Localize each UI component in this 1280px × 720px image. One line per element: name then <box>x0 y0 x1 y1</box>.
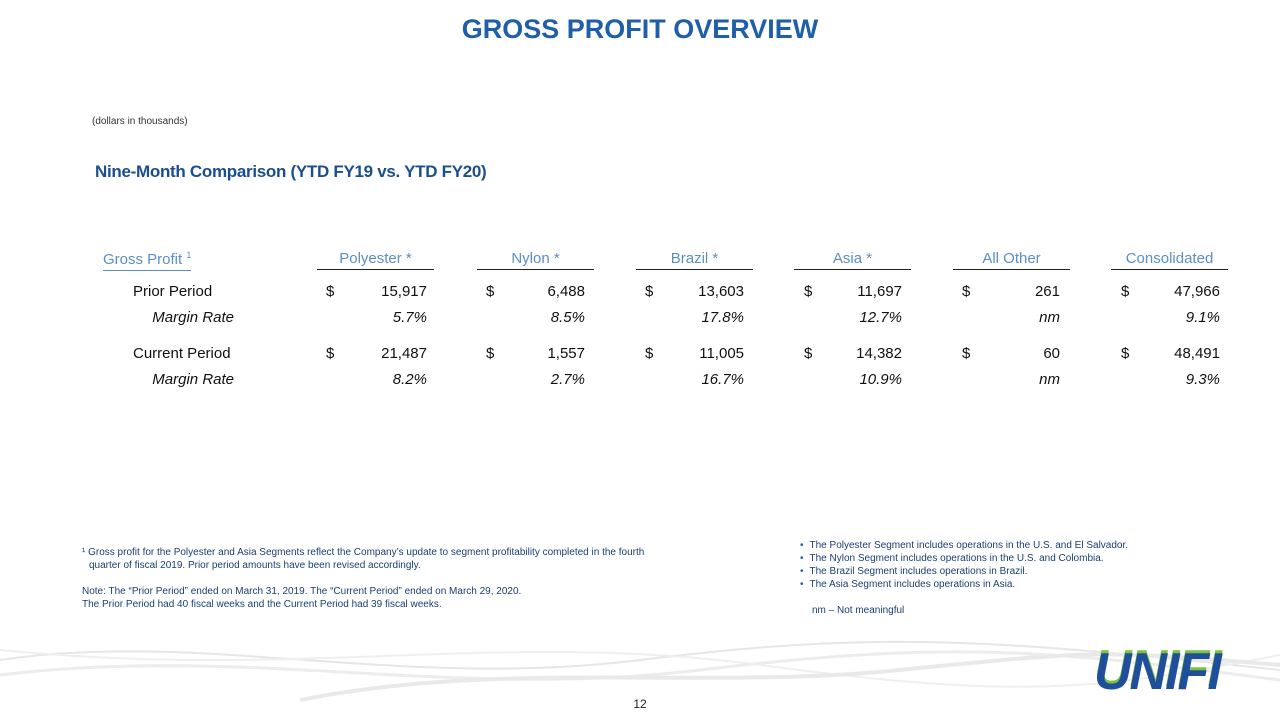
note-line: Note: The “Prior Period” ended on March … <box>82 586 522 597</box>
currency-symbol: $ <box>804 283 813 300</box>
section-heading: Nine-Month Comparison (YTD FY19 vs. YTD … <box>95 162 487 181</box>
amount: 14,382 <box>856 345 902 362</box>
row-label: Margin Rate <box>152 309 234 326</box>
currency-symbol: $ <box>804 345 813 362</box>
column-header: Polyester * <box>317 250 434 270</box>
amount: 261 <box>1034 283 1060 300</box>
segment-notes: • The Polyester Segment includes operatio… <box>800 539 1128 591</box>
amount: 11,005 <box>699 345 744 362</box>
amount: 13,603 <box>698 283 744 300</box>
margin-rate: 9.1% <box>1185 309 1220 326</box>
currency-symbol: $ <box>486 345 495 362</box>
corner-header: Gross Profit 1 <box>103 250 192 271</box>
amount: 15,917 <box>381 283 427 300</box>
segment-note: • The Asia Segment includes operations in… <box>800 579 1016 590</box>
period-note: Note: The “Prior Period” ended on March … <box>82 585 521 611</box>
logo: UNIFI <box>1094 643 1222 701</box>
column-header: Brazil * <box>636 250 753 270</box>
footnote-line: ¹ Gross profit for the Polyester and Asi… <box>82 547 645 558</box>
amount: 6,488 <box>547 283 585 300</box>
segment-text: The Nylon Segment includes operations in… <box>809 553 1104 564</box>
segment-note: • The Polyester Segment includes operatio… <box>800 540 1129 551</box>
currency-symbol: $ <box>962 283 971 300</box>
background-waves <box>0 640 1280 702</box>
margin-rate: 9.3% <box>1185 371 1220 388</box>
footnote-ref: 1 <box>186 250 192 260</box>
amount: 11,697 <box>857 283 902 300</box>
column-header: All Other <box>953 250 1070 270</box>
currency-symbol: $ <box>645 345 654 362</box>
amount: 60 <box>1043 345 1060 362</box>
segment-text: The Asia Segment includes operations in … <box>809 579 1016 590</box>
margin-rate: 8.5% <box>550 309 585 326</box>
segment-text: The Brazil Segment includes operations i… <box>809 566 1028 577</box>
slide-title: GROSS PROFIT OVERVIEW <box>461 14 819 44</box>
units-note: (dollars in thousands) <box>92 116 188 127</box>
currency-symbol: $ <box>1121 345 1130 362</box>
margin-rate: nm <box>1039 371 1060 388</box>
row-label: Margin Rate <box>152 371 234 388</box>
footnote-line: quarter of fiscal 2019. Prior period amo… <box>89 560 421 571</box>
currency-symbol: $ <box>326 283 335 300</box>
amount: 47,966 <box>1174 283 1220 300</box>
note-line: The Prior Period had 40 fiscal weeks and… <box>82 599 442 610</box>
margin-rate: nm <box>1039 309 1060 326</box>
amount: 48,491 <box>1174 345 1220 362</box>
column-header: Asia * <box>794 250 911 270</box>
amount: 1,557 <box>547 345 585 362</box>
row-label: Prior Period <box>133 283 213 300</box>
margin-rate: 17.8% <box>701 309 744 326</box>
footnote: ¹ Gross profit for the Polyester and Asi… <box>82 546 644 572</box>
margin-rate: 10.9% <box>859 371 902 388</box>
row-label: Current Period <box>133 345 231 362</box>
corner-label: Gross Profit <box>103 251 183 268</box>
margin-rate: 12.7% <box>859 309 902 326</box>
margin-rate: 16.7% <box>701 371 744 388</box>
margin-rate: 8.2% <box>392 371 427 388</box>
currency-symbol: $ <box>1121 283 1130 300</box>
column-header: Nylon * <box>477 250 594 270</box>
currency-symbol: $ <box>486 283 495 300</box>
margin-rate: 2.7% <box>550 371 585 388</box>
amount: 21,487 <box>381 345 427 362</box>
column-header: Consolidated <box>1111 250 1228 270</box>
page-number: 12 <box>633 697 647 711</box>
nm-note: nm – Not meaningful <box>812 605 905 616</box>
segment-note: • The Brazil Segment includes operations … <box>800 566 1028 577</box>
currency-symbol: $ <box>326 345 335 362</box>
currency-symbol: $ <box>645 283 654 300</box>
currency-symbol: $ <box>962 345 971 362</box>
segment-note: • The Nylon Segment includes operations i… <box>800 553 1104 564</box>
segment-text: The Polyester Segment includes operation… <box>809 540 1129 551</box>
margin-rate: 5.7% <box>392 309 427 326</box>
